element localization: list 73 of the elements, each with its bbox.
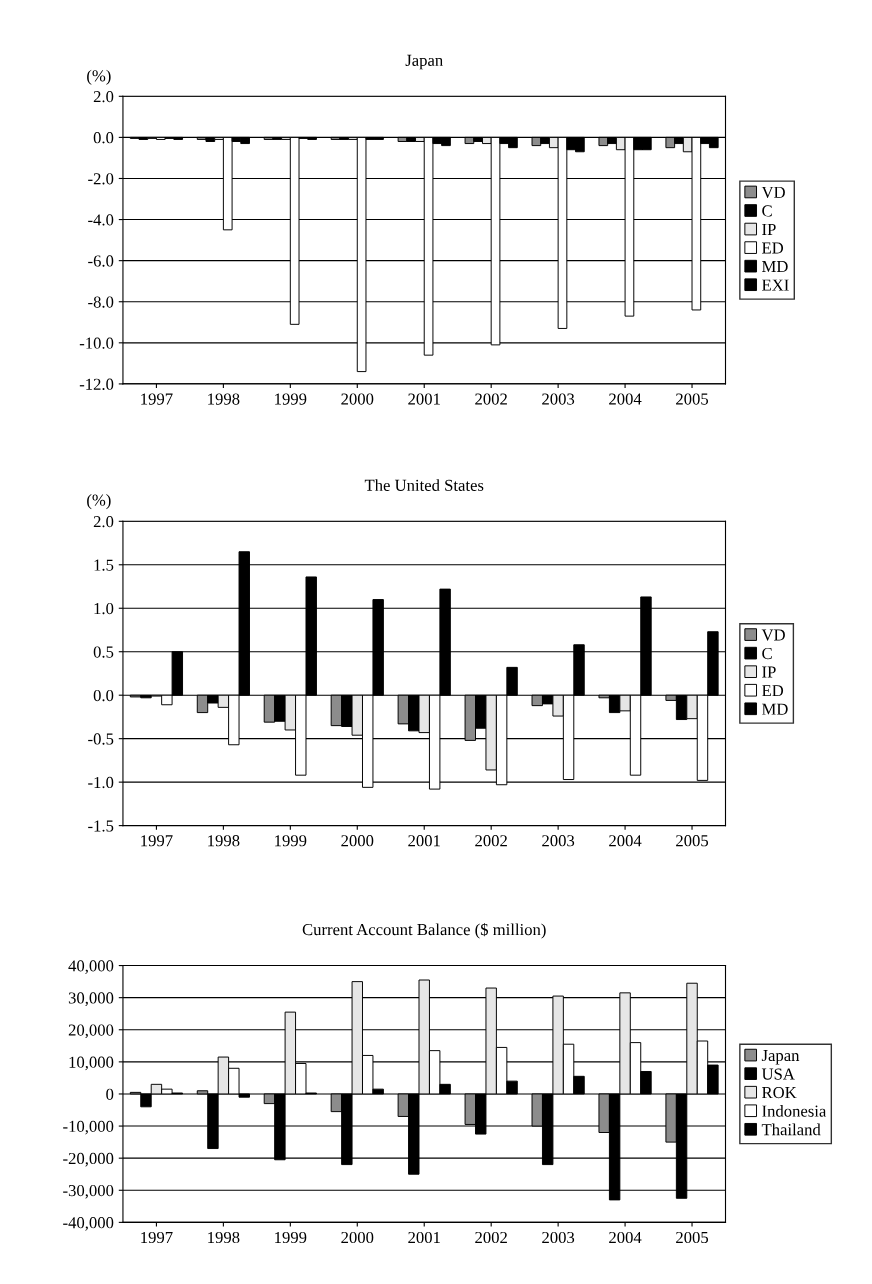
y-tick-label: -30,000 <box>63 1184 114 1199</box>
y-tick-label: -8.0 <box>88 296 114 308</box>
x-tick-label: 1997 <box>141 1231 173 1244</box>
y-tick-label: -12.0 <box>79 378 114 390</box>
y-tick-label: 20,000 <box>68 1024 114 1039</box>
x-tick-label: 1998 <box>208 1231 240 1244</box>
chart-title: The United States <box>364 479 484 491</box>
x-tick-label: 1998 <box>208 835 240 847</box>
legend-label: C <box>762 205 772 217</box>
y-tick-label: 0 <box>106 1088 114 1100</box>
legend-label: Thailand <box>761 1123 821 1136</box>
x-tick-label: 1998 <box>208 393 240 405</box>
x-tick-label: 1997 <box>141 835 173 847</box>
legend-label: MD <box>762 261 788 273</box>
chart-title: Current Account Balance ($ million) <box>302 922 546 939</box>
x-tick-label: 2001 <box>408 1231 440 1244</box>
y-tick-label: 10,000 <box>69 1056 114 1071</box>
x-tick-label: 2002 <box>475 1231 507 1244</box>
x-tick-label: 2000 <box>341 835 374 847</box>
y-tick-label: 0.0 <box>93 689 114 702</box>
y-tick-label: -1.0 <box>88 776 114 789</box>
x-tick-label: 2005 <box>676 1231 709 1244</box>
x-tick-label: 2004 <box>609 835 642 847</box>
y-tick-label: 1.0 <box>94 602 114 615</box>
y-tick-label: 2.0 <box>93 91 114 103</box>
legend-label: ROK <box>762 1086 797 1099</box>
x-tick-label: 1999 <box>275 835 307 847</box>
legend-label: VD <box>761 629 785 641</box>
y-tick-label: -10,000 <box>63 1120 114 1135</box>
x-tick-label: 2002 <box>475 835 507 847</box>
y-tick-label: -6.0 <box>88 255 114 267</box>
legend-label: C <box>762 647 772 660</box>
y-tick-label: -1.5 <box>88 820 114 832</box>
y-tick-label: 40,000 <box>68 960 114 974</box>
x-tick-label: 2001 <box>408 393 440 405</box>
x-tick-label: 2005 <box>676 835 709 847</box>
y-tick-label: 30,000 <box>68 992 114 1007</box>
x-tick-label: 2001 <box>408 835 440 847</box>
y-tick-label: 2.0 <box>93 516 114 528</box>
y-tick-label: -20,000 <box>63 1152 114 1167</box>
x-tick-label: 2000 <box>341 393 374 405</box>
legend-label: Japan <box>761 1050 800 1065</box>
y-tick-label: 1.5 <box>94 559 114 571</box>
x-tick-label: 1999 <box>275 393 307 405</box>
legend-label: IP <box>762 223 776 235</box>
y-axis-title: (%) <box>87 69 111 85</box>
y-tick-label: -0.5 <box>88 733 114 745</box>
x-tick-label: 1997 <box>141 393 173 405</box>
x-tick-label: 2002 <box>475 393 507 405</box>
y-axis-title: (%) <box>87 494 111 510</box>
legend-label: IP <box>762 666 776 678</box>
legend-label: MD <box>762 703 788 715</box>
legend-label: ED <box>762 242 784 254</box>
legend-label: USA <box>761 1068 795 1080</box>
y-tick-label: -10.0 <box>79 337 114 349</box>
x-tick-label: 2005 <box>676 393 709 405</box>
x-tick-label: 2003 <box>542 393 575 405</box>
x-tick-label: 2000 <box>341 1231 374 1244</box>
y-tick-label: 0.0 <box>93 132 114 144</box>
y-tick-label: 0.5 <box>93 646 114 658</box>
y-tick-label: -4.0 <box>88 214 114 226</box>
y-tick-label: -40,000 <box>63 1217 114 1231</box>
x-tick-label: 2004 <box>609 1231 642 1244</box>
legend-label: EXI <box>762 279 789 291</box>
x-tick-label: 2003 <box>542 835 575 847</box>
x-tick-label: 2004 <box>609 393 642 405</box>
legend-label: ED <box>762 685 784 697</box>
y-tick-label: -2.0 <box>88 173 114 185</box>
legend-label: Indonesia <box>762 1105 827 1117</box>
x-tick-label: 2003 <box>542 1231 575 1244</box>
chart-title: Japan <box>405 54 443 70</box>
legend-label: VD <box>761 186 785 199</box>
x-tick-label: 1999 <box>275 1231 307 1244</box>
